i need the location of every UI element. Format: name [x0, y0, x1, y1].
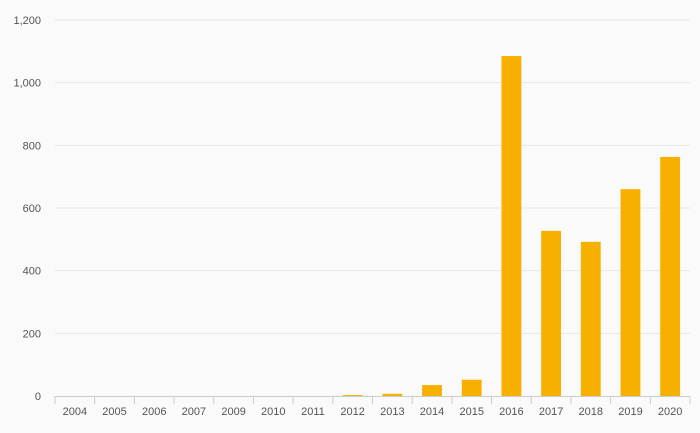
x-tick-label: 2010: [261, 406, 285, 418]
x-tick-label: 2009: [221, 406, 245, 418]
y-axis-tick-labels: 0 200 400 600 800 1,000 1,200: [13, 15, 41, 403]
x-tick-label: 2005: [102, 406, 126, 418]
y-tick-label: 800: [23, 140, 41, 152]
x-tick-label: 2015: [459, 406, 483, 418]
y-tick-label: 0: [35, 391, 41, 403]
x-tick-label: 2004: [63, 406, 87, 418]
bar-2018: [580, 241, 601, 396]
y-tick-label: 600: [23, 203, 41, 215]
bar-2019: [620, 189, 641, 396]
x-tick-label: 2013: [380, 406, 404, 418]
bar-2013: [382, 393, 403, 396]
y-tick-label: 200: [23, 328, 41, 340]
y-tick-label: 400: [23, 266, 41, 278]
bar-2014: [422, 385, 442, 396]
x-tick-label: 2016: [499, 406, 523, 418]
bar-2017: [541, 230, 562, 396]
x-tick-label: 2006: [142, 406, 166, 418]
x-tick-label: 2019: [618, 406, 642, 418]
y-tick-label: 1,000: [13, 78, 41, 90]
bar-2012: [342, 395, 363, 396]
x-tick-label: 2017: [539, 406, 563, 418]
x-axis: 2004 2005 2006 2007 2009 2010 2011 2012 2013 2014…: [54, 396, 691, 418]
bar-2015: [461, 379, 482, 396]
x-tick-label: 2012: [340, 406, 364, 418]
bar-2016: [501, 56, 522, 397]
x-tick-label: 2011: [301, 406, 325, 418]
x-tick-label: 2014: [420, 406, 444, 418]
x-tick-label: 2007: [182, 406, 206, 418]
x-tick-label: 2018: [579, 406, 603, 418]
x-tick-label: 2020: [658, 406, 682, 418]
bar-2020: [660, 156, 681, 396]
bars: [342, 56, 681, 397]
y-tick-label: 1,200: [13, 15, 41, 27]
